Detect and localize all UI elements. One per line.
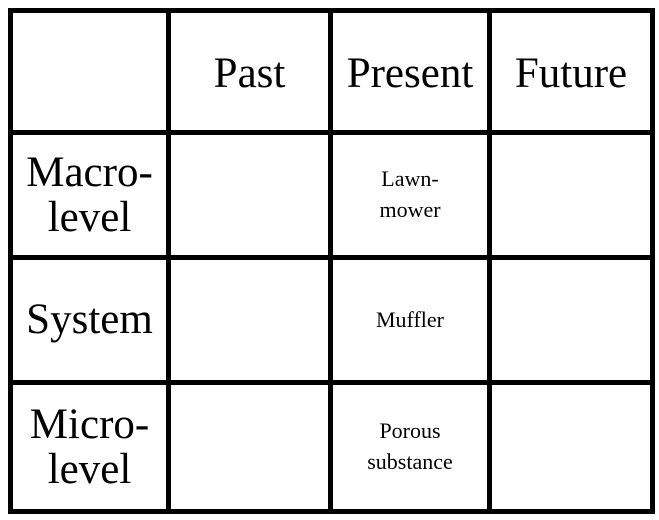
row-header-system: System [8,260,171,385]
row-header-macro-level: Macro- level [8,135,171,260]
corner-cell [8,8,171,135]
cell-micro-present: Porous substance [333,385,492,514]
column-header-present: Present [333,8,492,135]
column-header-future: Future [492,8,655,135]
cell-system-present: Muffler [333,260,492,385]
cell-micro-past [171,385,333,514]
row-header-micro-level: Micro- level [8,385,171,514]
cell-system-past [171,260,333,385]
column-header-past: Past [171,8,333,135]
cell-macro-past [171,135,333,260]
nine-screen-grid: Past Present Future Macro- level Lawn- m… [8,8,655,514]
cell-micro-future [492,385,655,514]
cell-macro-future [492,135,655,260]
cell-system-future [492,260,655,385]
cell-macro-present: Lawn- mower [333,135,492,260]
